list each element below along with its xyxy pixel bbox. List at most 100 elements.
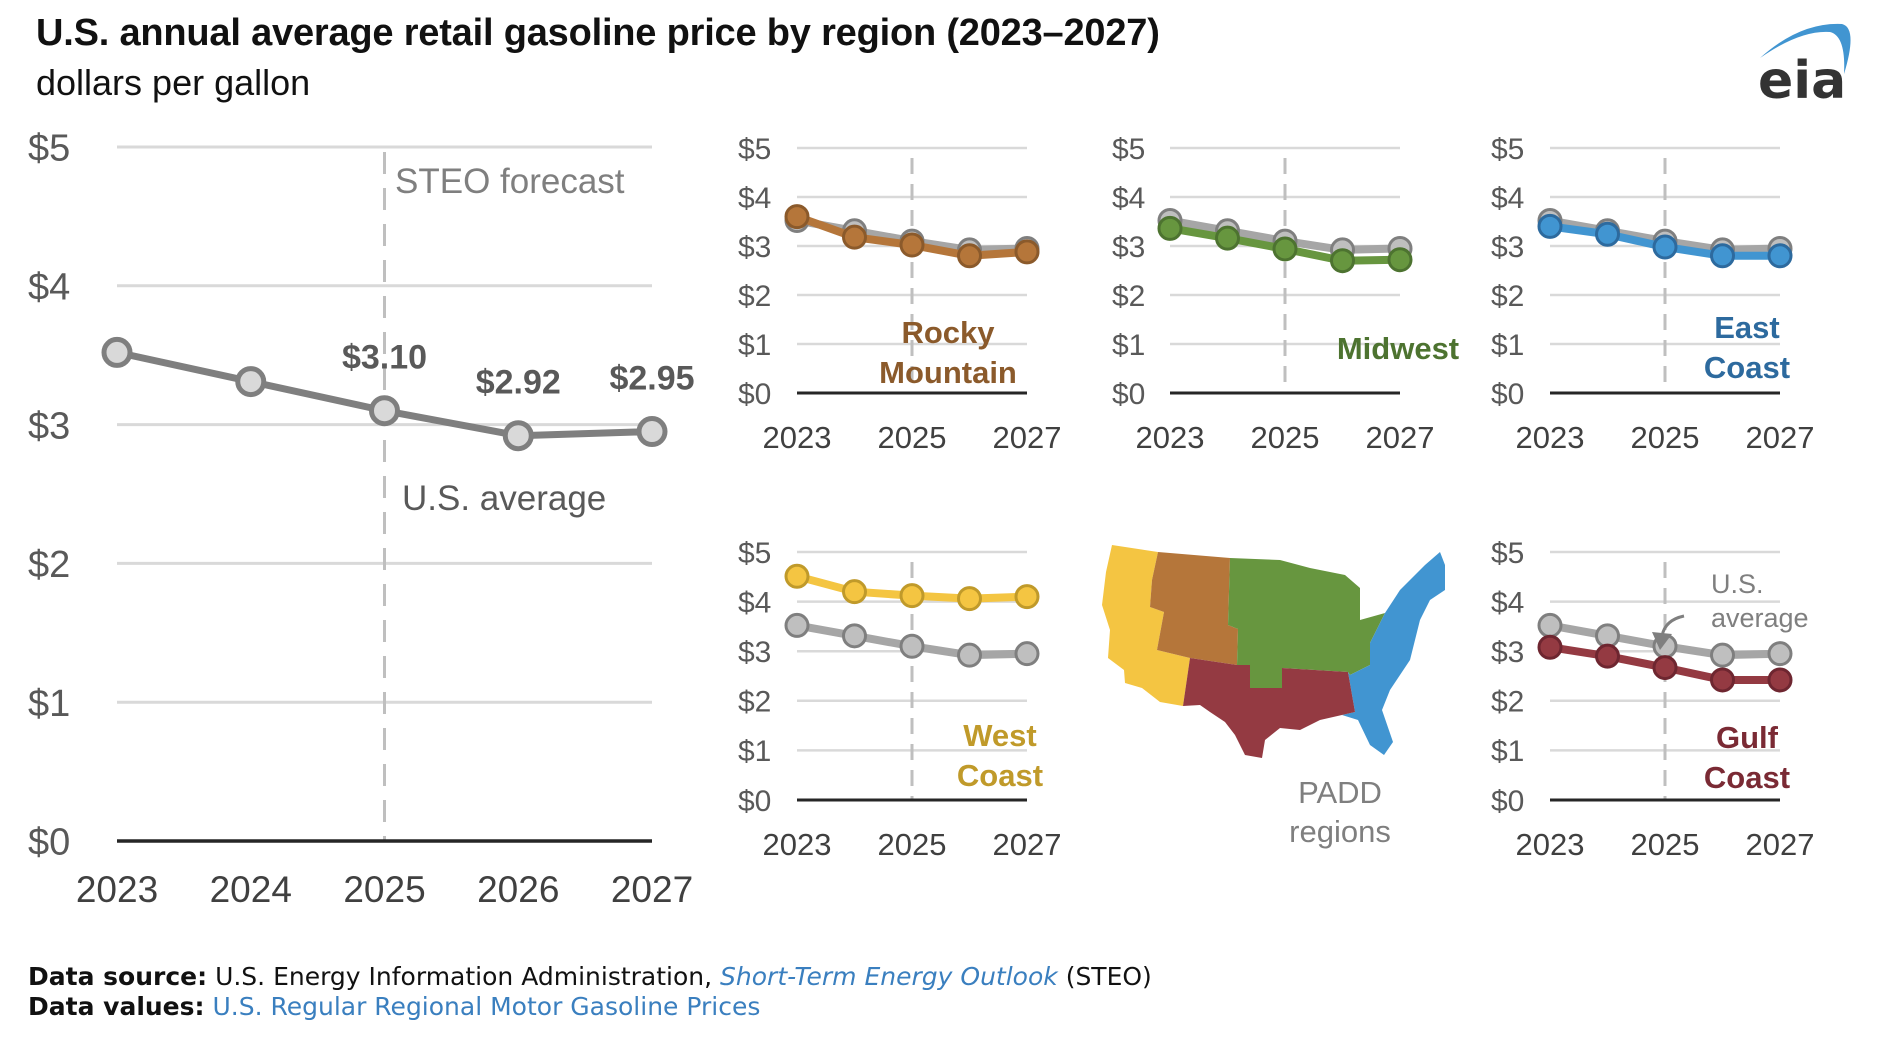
steo-link[interactable]: Short-Term Energy Outlook bbox=[720, 962, 1058, 991]
data-point bbox=[1537, 213, 1563, 239]
map-label: regions bbox=[1289, 814, 1391, 849]
data-point bbox=[1767, 243, 1793, 269]
map-region-gulf-coast bbox=[1183, 658, 1355, 758]
y-tick-label: $4 bbox=[738, 182, 771, 215]
x-tick-label: 2025 bbox=[878, 827, 947, 862]
x-tick-label: 2025 bbox=[878, 420, 947, 455]
panel-west: $0 $1 $2 $3 $4 $5 2023 2025 2027 West Coast bbox=[738, 537, 1061, 862]
annotation-arrowhead-icon bbox=[1652, 632, 1672, 650]
y-tick-label: $5 bbox=[28, 128, 70, 170]
data-point bbox=[1652, 234, 1678, 260]
data-point bbox=[784, 204, 810, 230]
data-point bbox=[784, 612, 810, 638]
y-tick-label: $0 bbox=[1491, 378, 1524, 411]
data-point bbox=[842, 623, 867, 649]
panel-rocky: $0 $1 $2 $3 $4 $5 2023 2025 2027 Rocky Mountain bbox=[738, 133, 1061, 455]
y-tick-label: $1 bbox=[1491, 329, 1524, 362]
y-tick-label: $2 bbox=[738, 686, 771, 719]
y-tick-label: $5 bbox=[738, 537, 771, 570]
data-source-suffix: (STEO) bbox=[1065, 962, 1152, 991]
y-tick-label: $3 bbox=[1491, 636, 1524, 669]
y-tick-label: $2 bbox=[1491, 686, 1524, 719]
x-tick-label: 2025 bbox=[343, 869, 425, 910]
x-tick-label: 2026 bbox=[477, 869, 559, 910]
data-point bbox=[1387, 247, 1413, 273]
y-tick-label: $5 bbox=[738, 133, 771, 166]
data-point bbox=[502, 420, 534, 452]
y-tick-label: $5 bbox=[1112, 133, 1145, 166]
data-source-label: Data source: bbox=[28, 962, 208, 991]
y-tick-label: $0 bbox=[738, 785, 771, 818]
y-tick-label: $3 bbox=[28, 405, 70, 447]
y-tick-label: $5 bbox=[1491, 537, 1524, 570]
data-point bbox=[1595, 643, 1620, 669]
gasoline-prices-link[interactable]: U.S. Regular Regional Motor Gasoline Pri… bbox=[212, 992, 761, 1021]
y-tick-label: $3 bbox=[1112, 231, 1145, 264]
data-label: $3.10 bbox=[342, 339, 427, 377]
panel-midwest: $0 $1 $2 $3 $4 $5 2023 2025 2027 Midwest bbox=[1112, 133, 1459, 455]
data-values-label: Data values: bbox=[28, 992, 205, 1021]
data-point bbox=[101, 336, 133, 368]
region-label: Rocky bbox=[901, 315, 995, 350]
eia-logo-swoosh-icon bbox=[1760, 23, 1851, 74]
data-label: $2.92 bbox=[476, 364, 561, 402]
x-tick-label: 2023 bbox=[763, 827, 832, 862]
map-region-west-coast bbox=[1102, 545, 1190, 706]
y-tick-label: $3 bbox=[738, 231, 771, 264]
data-point bbox=[1157, 215, 1183, 241]
region-label: West bbox=[963, 718, 1037, 753]
y-tick-label: $2 bbox=[28, 544, 70, 586]
us-average-annotation: U.S. bbox=[1711, 569, 1764, 599]
panel-east: $0 $1 $2 $3 $4 $5 2023 2025 2027 East Coast bbox=[1491, 133, 1814, 455]
map-region-east-coast bbox=[1320, 552, 1445, 755]
chart-title: U.S. annual average retail gasoline pric… bbox=[36, 12, 1160, 54]
data-label: $2.95 bbox=[609, 360, 694, 398]
data-point bbox=[1652, 655, 1678, 681]
data-point bbox=[957, 586, 982, 612]
y-tick-label: $2 bbox=[1112, 280, 1145, 313]
x-tick-label: 2027 bbox=[611, 869, 693, 910]
chart-subtitle: dollars per gallon bbox=[36, 62, 311, 103]
y-tick-label: $2 bbox=[1491, 280, 1524, 313]
data-point bbox=[1767, 641, 1793, 667]
y-tick-label: $1 bbox=[738, 329, 771, 362]
x-tick-label: 2027 bbox=[993, 420, 1062, 455]
data-point bbox=[1537, 612, 1563, 638]
data-point bbox=[1595, 221, 1620, 247]
x-tick-label: 2023 bbox=[1516, 827, 1585, 862]
data-point bbox=[842, 224, 867, 250]
y-tick-label: $4 bbox=[1112, 182, 1145, 215]
data-point bbox=[957, 642, 982, 668]
region-label: Gulf bbox=[1716, 720, 1779, 755]
x-tick-label: 2023 bbox=[1136, 420, 1205, 455]
y-tick-label: $1 bbox=[1491, 735, 1524, 768]
x-tick-label: 2027 bbox=[1746, 420, 1815, 455]
y-tick-label: $3 bbox=[738, 636, 771, 669]
x-tick-label: 2025 bbox=[1631, 827, 1700, 862]
x-tick-label: 2025 bbox=[1631, 420, 1700, 455]
y-tick-label: $1 bbox=[738, 735, 771, 768]
data-point bbox=[1014, 239, 1040, 265]
region-label: Mountain bbox=[879, 355, 1017, 390]
data-point bbox=[842, 579, 867, 605]
y-tick-label: $4 bbox=[28, 266, 70, 308]
x-tick-label: 2025 bbox=[1251, 420, 1320, 455]
data-point bbox=[1710, 642, 1735, 668]
region-label: Coast bbox=[957, 758, 1043, 793]
series-label-us-average: U.S. average bbox=[402, 479, 606, 518]
data-point bbox=[899, 633, 925, 659]
y-tick-label: $0 bbox=[28, 822, 70, 864]
map-region-rocky-mountain bbox=[1150, 552, 1238, 665]
region-label: Coast bbox=[1704, 760, 1790, 795]
region-label: Midwest bbox=[1337, 331, 1459, 366]
data-source-line: Data source: U.S. Energy Information Adm… bbox=[28, 962, 1152, 991]
data-point bbox=[1710, 243, 1735, 269]
panel-us: $0 $1 $2 $3 $4 $5 2023 2024 2025 2026 2027 $3.10 $2.… bbox=[28, 128, 695, 910]
data-values-line: Data values: U.S. Regular Regional Motor… bbox=[28, 992, 760, 1021]
y-tick-label: $0 bbox=[1491, 785, 1524, 818]
y-tick-label: $1 bbox=[1112, 329, 1145, 362]
y-tick-label: $3 bbox=[1491, 231, 1524, 264]
x-tick-label: 2024 bbox=[210, 869, 292, 910]
data-source-text: U.S. Energy Information Administration, bbox=[215, 962, 713, 991]
